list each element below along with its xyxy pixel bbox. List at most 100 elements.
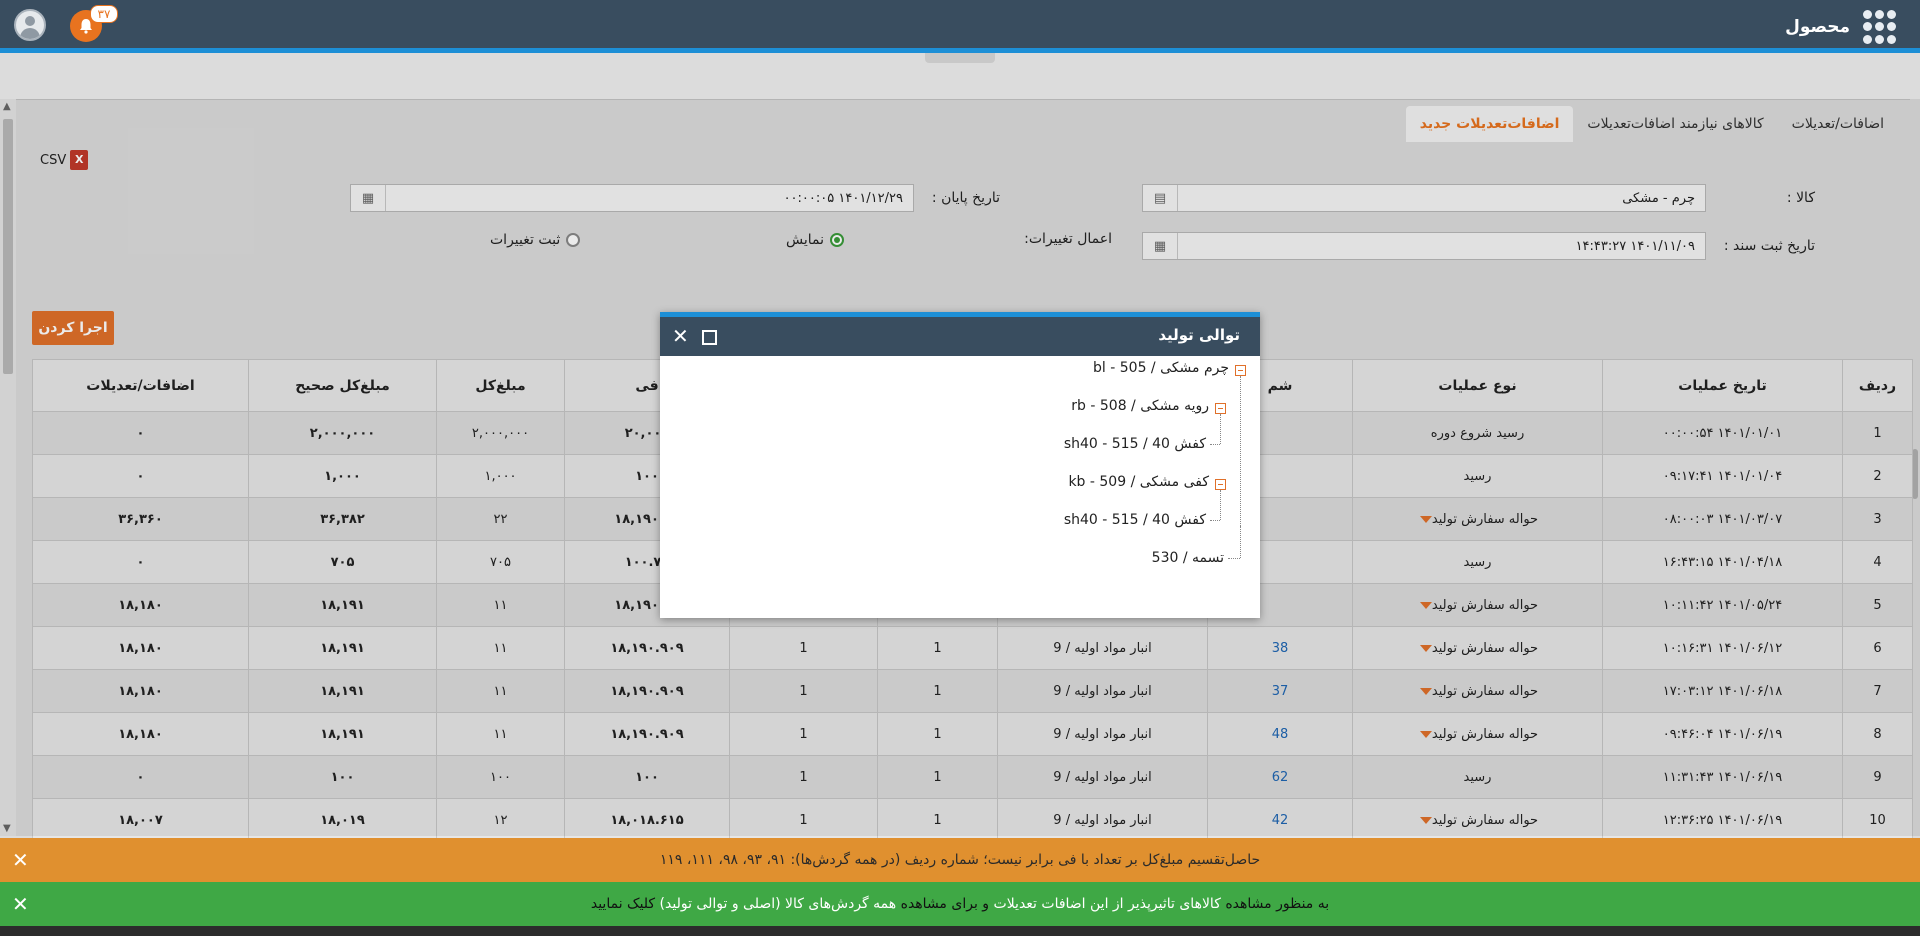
scroll-up-icon[interactable]: ▲ [3,101,11,112]
table-cell: 8 [1842,712,1913,756]
table-cell: 1 [729,626,878,670]
operation-type: حواله سفارش تولید [1431,640,1539,656]
table-row[interactable]: 9 ۱۴۰۱/۰۶/۱۹ ۱۱:۳۱:۴۳ رسید 62 انبار مواد اول… [32,755,1913,799]
table-cell: حواله سفارش تولید [1352,798,1603,842]
close-icon[interactable]: ✕ [12,892,29,916]
table-cell: ۱۱ [436,626,565,670]
excel-icon[interactable]: X [70,150,89,170]
tab-new-adjustments[interactable]: اضافات‌تعدیلات جدید [1405,106,1574,142]
product-lookup-icon[interactable]: ▤ [1143,185,1178,211]
left-scrollbar[interactable]: ▲ ▼ [0,99,16,836]
user-avatar-icon[interactable] [14,9,46,41]
table-cell: انبار مواد اولیه / 9 [997,755,1208,799]
table-row[interactable]: 7 ۱۴۰۱/۰۶/۱۸ ۱۷:۰۳:۱۲ حواله سفارش تولید 37 ا… [32,669,1913,713]
dropdown-caret-icon[interactable] [1419,601,1432,609]
end-date-value: ۱۴۰۱/۱۲/۲۹ ۰۰:۰۰:۰۵ [783,190,903,206]
scroll-thumb[interactable] [3,119,13,374]
tree-connector [1240,526,1241,558]
table-cell: ۱۸,۱۹۰.۹۰۹ [564,626,730,670]
column-header[interactable]: مبلغ‌کل صحیح [248,359,437,412]
close-icon[interactable]: ✕ [12,848,29,872]
table-cell: ۱۸,۰۰۷ [32,798,249,842]
table-cell[interactable]: 38 [1207,626,1353,670]
column-header[interactable]: مبلغ‌کل [436,359,565,412]
doc-date-field[interactable]: ▦ ۱۴۰۱/۱۱/۰۹ ۱۴:۴۳:۲۷ [1142,232,1706,260]
table-cell: ۱۴۰۱/۰۱/۰۴ ۰۹:۱۷:۴۱ [1602,454,1843,498]
collapse-toggle-icon[interactable] [1215,403,1226,414]
dropdown-caret-icon[interactable] [1419,687,1432,695]
radio-save-changes[interactable]: ثبت تغییرات [490,232,581,248]
table-cell: ۱۴۰۱/۰۳/۰۷ ۰۸:۰۰:۰۳ [1602,497,1843,541]
table-cell: انبار مواد اولیه / 9 [997,712,1208,756]
right-scroll-thumb[interactable] [1912,449,1918,499]
table-row[interactable]: 6 ۱۴۰۱/۰۶/۱۲ ۱۰:۱۶:۳۱ حواله سفارش تولید 38 ا… [32,626,1913,670]
end-date-field[interactable]: ▦ ۱۴۰۱/۱۲/۲۹ ۰۰:۰۰:۰۵ [350,184,914,212]
table-cell: ۱۱ [436,583,565,627]
column-header[interactable]: تاریخ عملیات [1602,359,1843,412]
app-brand[interactable]: محصول [1785,10,1896,44]
scroll-down-icon[interactable]: ▼ [3,823,11,834]
close-icon[interactable]: ✕ [672,324,689,348]
table-cell: ۱۰۰ [248,755,437,799]
csv-export[interactable]: CSV X [40,150,89,170]
info-text-1: به منظور مشاهده [1225,896,1330,912]
dropdown-caret-icon[interactable] [1419,644,1432,652]
table-cell: ۱۴۰۱/۰۶/۱۹ ۱۱:۳۱:۴۳ [1602,755,1843,799]
column-header[interactable]: نوع عملیات [1352,359,1603,412]
tree-node[interactable]: رویه مشکی / 508 - rb [1071,398,1209,414]
table-cell: ۱۸,۰۱۸.۶۱۵ [564,798,730,842]
tree-connector [1220,414,1221,444]
dialog-header: توالی تولید ✕ [660,312,1260,356]
dropdown-caret-icon[interactable] [1419,730,1432,738]
right-scrollbar[interactable] [1910,99,1920,836]
tree-node[interactable]: چرم مشکی / 505 - bl [1093,360,1229,376]
dropdown-caret-icon[interactable] [1419,515,1432,523]
radio-show[interactable]: نمایش [786,232,845,248]
maximize-icon[interactable] [702,330,717,345]
table-cell[interactable]: 37 [1207,669,1353,713]
table-row[interactable]: 8 ۱۴۰۱/۰۶/۱۹ ۰۹:۴۶:۰۴ حواله سفارش تولید 48 ا… [32,712,1913,756]
table-cell: 10 [1842,798,1913,842]
tree-node[interactable]: کفش 40 / 515 - sh40 [1063,436,1206,452]
table-cell: 5 [1842,583,1913,627]
table-cell: 1 [729,798,878,842]
table-cell: 1 [729,755,878,799]
table-cell: حواله سفارش تولید [1352,669,1603,713]
tab-products-needing-adjustments[interactable]: کالاهای نیازمند اضافات‌تعدیلات [1587,116,1764,132]
dropdown-caret-icon[interactable] [1419,816,1432,824]
tab-adjustments[interactable]: اضافات/تعدیلات [1791,116,1884,132]
affected-products-link[interactable]: کالاهای تاثیرپذیر از این اضافات تعدیلات [993,896,1221,912]
run-button[interactable]: اجرا کردن [32,311,114,345]
info-text-3: کلیک نمایید [590,896,656,912]
radio-save-dot[interactable] [566,233,581,247]
info-bar: ✕ به منظور مشاهده کالاهای تاثیرپذیر از ا… [0,882,1920,926]
column-header[interactable]: اضافات/تعدیلات [32,359,249,412]
product-label: کالا : [1786,190,1815,206]
table-cell: حواله سفارش تولید [1352,583,1603,627]
tree-node[interactable]: کفی مشکی / 509 - kb [1068,474,1209,490]
column-header[interactable]: ردیف [1842,359,1913,412]
table-cell: 9 [1842,755,1913,799]
operation-type: حواله سفارش تولید [1431,511,1539,527]
info-text-2: و برای مشاهده [900,896,990,912]
calendar-icon[interactable]: ▦ [351,185,386,211]
table-cell[interactable]: 42 [1207,798,1353,842]
table-row[interactable]: 10 ۱۴۰۱/۰۶/۱۹ ۱۲:۳۶:۲۵ حواله سفارش تولید 42… [32,798,1913,842]
table-cell: انبار مواد اولیه / 9 [997,669,1208,713]
tree-node[interactable]: تسمه / 530 [1151,550,1224,566]
radio-show-dot[interactable] [830,233,845,247]
collapse-handle[interactable] [925,53,995,63]
all-movements-link[interactable]: همه گردش‌های کالا (اصلی و توالی تولید) [659,896,897,912]
table-cell: ۲۲ [436,497,565,541]
table-cell: ۷۰۵ [248,540,437,584]
table-cell: 1 [877,626,998,670]
collapse-toggle-icon[interactable] [1235,365,1246,376]
calendar-icon[interactable]: ▦ [1143,233,1178,259]
doc-date-label: تاریخ ثبت سند : [1723,238,1815,254]
table-cell: ۱۰۰ [564,755,730,799]
tree-node[interactable]: کفش 40 / 515 - sh40 [1063,512,1206,528]
collapse-toggle-icon[interactable] [1215,479,1226,490]
table-cell: ۱۱ [436,712,565,756]
product-field[interactable]: ▤ چرم - مشکی [1142,184,1706,212]
app-grid-icon[interactable] [1862,10,1896,44]
